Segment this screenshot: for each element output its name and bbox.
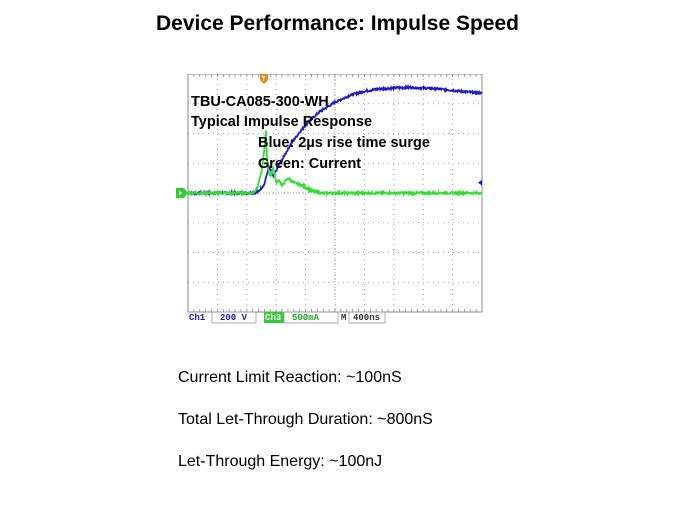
annotation-green-legend: Green: Current bbox=[258, 156, 361, 172]
bullet-let-through-energy: Let-Through Energy: ~100nJ bbox=[178, 453, 383, 470]
trigger-marker-icon: T bbox=[260, 74, 268, 84]
time-scale: 400ns bbox=[353, 313, 380, 323]
traces bbox=[187, 83, 483, 198]
bullet-let-through-duration: Total Let-Through Duration: ~800nS bbox=[178, 411, 433, 428]
slide-title: Device Performance: Impulse Speed bbox=[156, 12, 519, 35]
ch3-label-box bbox=[264, 312, 284, 323]
time-label: M bbox=[341, 313, 346, 323]
level-marker-icon bbox=[478, 179, 482, 186]
ch3-label: Ch3 bbox=[265, 313, 281, 323]
time-scale-box bbox=[348, 311, 386, 324]
series-line-green bbox=[187, 130, 483, 198]
trigger-marker-label: T bbox=[262, 76, 267, 83]
bullet-list: Current Limit Reaction: ~100nS Total Let… bbox=[178, 370, 433, 496]
bullet-current-limit: Current Limit Reaction: ~100nS bbox=[178, 369, 402, 386]
ch1-scale: 200 V bbox=[220, 313, 248, 323]
ground-marker-icon bbox=[176, 188, 188, 198]
ch1-label: Ch1 bbox=[189, 313, 206, 323]
annotation-part-number: TBU-CA085-300-WH bbox=[191, 94, 329, 110]
annotation-blue-legend: Blue: 2µs rise time surge bbox=[258, 135, 430, 151]
oscilloscope-plot: T TBU-CA085-300-WH Typical Impulse Respo… bbox=[176, 74, 483, 324]
ch1-scale-box bbox=[211, 311, 257, 324]
oscilloscope-chart: T TBU-CA085-300-WH Typical Impulse Respo… bbox=[176, 74, 486, 324]
markers: T bbox=[176, 74, 482, 198]
ch3-scale-box bbox=[283, 311, 339, 324]
ch3-scale: 500mA bbox=[292, 313, 320, 323]
readout-bar: Ch1 200 V Ch3 500mA M 400ns bbox=[189, 311, 386, 324]
annotation-response: Typical Impulse Response bbox=[191, 114, 372, 130]
annotation-block: TBU-CA085-300-WH Typical Impulse Respons… bbox=[191, 94, 430, 172]
